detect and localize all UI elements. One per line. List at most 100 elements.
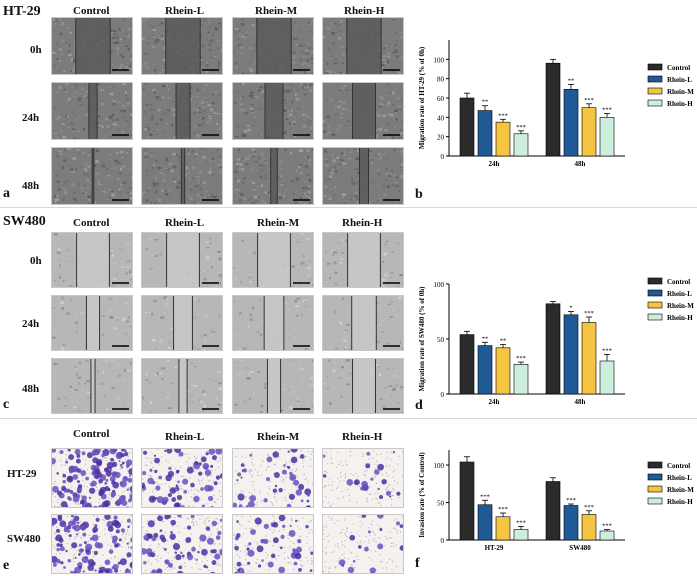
- panel-b-letter: b: [415, 187, 423, 202]
- panel-a-col-rhein-h: Rhein-H: [344, 5, 385, 17]
- bar-rhein-m-sw480: [581, 514, 597, 541]
- panel-e-letter: e: [3, 558, 10, 573]
- panel-c-col-control: Control: [73, 217, 110, 229]
- bar-rhein-h-24h: [513, 133, 529, 157]
- micrograph-c-r2-c2: [232, 358, 314, 414]
- y-tick-label: 80: [437, 76, 445, 84]
- y-tick-label: 40: [437, 114, 445, 122]
- bar-control-48h: [545, 62, 561, 157]
- bar-rhein-l-sw480: [563, 505, 579, 541]
- panel-a-row-0h: 0h: [30, 44, 42, 56]
- chart-d: 0 50 100 Migration rate of SW480 (% of 0h) *…: [408, 256, 697, 418]
- x-tick-label: SW480: [569, 544, 591, 552]
- significance-label: **: [482, 99, 489, 106]
- bar-rhein-l-24h: [477, 110, 493, 157]
- micrograph-a-r2-c1: [141, 147, 223, 205]
- legend-label: Rhein-M: [667, 302, 694, 310]
- y-tick-label: 60: [437, 95, 445, 103]
- significance-label: ***: [498, 112, 508, 119]
- panel-e-col-control: Control: [73, 428, 110, 440]
- significance-label: ***: [584, 97, 594, 104]
- invasion-micrograph-r1-c2: [232, 514, 314, 574]
- significance-label: ***: [566, 497, 576, 504]
- invasion-micrograph-r0-c0: [51, 448, 133, 508]
- micrograph-a-r2-c3: [322, 147, 404, 205]
- micrograph-c-r1-c1: [141, 295, 223, 351]
- bar-rhein-h-48h: [599, 117, 615, 157]
- x-tick-label: 48h: [575, 160, 586, 168]
- significance-label: ***: [516, 124, 526, 131]
- x-tick-label: 24h: [489, 160, 500, 168]
- panel-e-row-sw480: SW480: [7, 533, 41, 545]
- legend-label: Rhein-L: [667, 474, 692, 482]
- significance-label: **: [568, 77, 575, 84]
- panel-a-letter: a: [3, 186, 10, 201]
- y-axis-label: Invasion rate (% of Control): [418, 452, 426, 538]
- legend-swatch: [647, 87, 663, 95]
- legend-swatch: [647, 63, 663, 71]
- bar-rhein-l-ht-29: [477, 504, 493, 541]
- bar-control-24h: [459, 334, 475, 395]
- micrograph-a-r1-c0: [51, 82, 133, 140]
- legend-swatch: [647, 301, 663, 309]
- bar-control-48h: [545, 303, 561, 395]
- bar-rhein-m-48h: [581, 107, 597, 157]
- significance-label: ***: [602, 523, 612, 530]
- significance-label: ***: [516, 520, 526, 527]
- x-tick-label: HT-29: [485, 544, 504, 552]
- panel-c-col-rhein-h: Rhein-H: [342, 217, 383, 229]
- panel-a-col-rhein-m: Rhein-M: [255, 5, 298, 17]
- bar-rhein-m-24h: [495, 121, 511, 157]
- panel-c-cell-line: SW480: [3, 214, 46, 229]
- panel-f-letter: f: [415, 556, 420, 571]
- micrograph-a-r2-c0: [51, 147, 133, 205]
- bar-rhein-h-ht-29: [513, 529, 529, 541]
- significance-label: ***: [584, 504, 594, 511]
- panel-c-row-24h: 24h: [22, 318, 40, 330]
- significance-label: ***: [480, 493, 490, 500]
- y-tick-label: 20: [437, 134, 445, 142]
- significance-label: ***: [602, 347, 612, 354]
- micrograph-c-r2-c3: [322, 358, 404, 414]
- micrograph-a-r0-c1: [141, 17, 223, 75]
- legend-label: Rhein-H: [667, 498, 693, 506]
- legend-label: Control: [667, 462, 690, 470]
- bar-rhein-h-24h: [513, 364, 529, 395]
- bar-rhein-h-sw480: [599, 530, 615, 541]
- micrograph-a-r0-c0: [51, 17, 133, 75]
- bar-control-sw480: [545, 481, 561, 541]
- invasion-micrograph-r1-c3: [322, 514, 404, 574]
- panel-a-col-control: Control: [73, 5, 110, 17]
- divider-cd-ef: [0, 418, 697, 419]
- micrograph-a-r0-c3: [322, 17, 404, 75]
- panel-a-col-rhein-l: Rhein-L: [165, 5, 205, 17]
- significance-label: **: [500, 338, 507, 345]
- micrograph-a-r0-c2: [232, 17, 314, 75]
- x-tick-label: 48h: [575, 398, 586, 406]
- legend-swatch: [647, 75, 663, 83]
- panel-c-col-rhein-m: Rhein-M: [257, 217, 300, 229]
- panel-a-cell-line: HT-29: [3, 4, 41, 19]
- divider-ab-cd: [0, 207, 697, 208]
- bar-rhein-l-24h: [477, 345, 493, 395]
- chart-b: 0 20 40 60 80 100 Migration rate of HT-29 (% o…: [408, 28, 697, 208]
- bar-rhein-l-48h: [563, 314, 579, 395]
- micrograph-a-r1-c1: [141, 82, 223, 140]
- panel-c-row-0h: 0h: [30, 255, 42, 267]
- y-tick-label: 0: [441, 391, 445, 399]
- panel-c-letter: c: [3, 397, 10, 412]
- legend-swatch: [647, 497, 663, 505]
- legend-swatch: [647, 473, 663, 481]
- y-tick-label: 100: [434, 462, 445, 470]
- y-axis-label: Migration rate of HT-29 (% of 0h): [418, 46, 426, 149]
- bar-rhein-m-48h: [581, 322, 597, 395]
- panel-e-col-rhein-m: Rhein-M: [257, 431, 300, 443]
- chart-f: 0 50 100 Invasion rate (% of Control) *** ***…: [408, 440, 697, 576]
- micrograph-a-r2-c2: [232, 147, 314, 205]
- legend-label: Rhein-L: [667, 290, 692, 298]
- y-axis-label: Migration rate of SW480 (% of 0h): [418, 286, 426, 392]
- invasion-micrograph-r0-c1: [141, 448, 223, 508]
- legend-swatch: [647, 485, 663, 493]
- micrograph-c-r0-c1: [141, 232, 223, 288]
